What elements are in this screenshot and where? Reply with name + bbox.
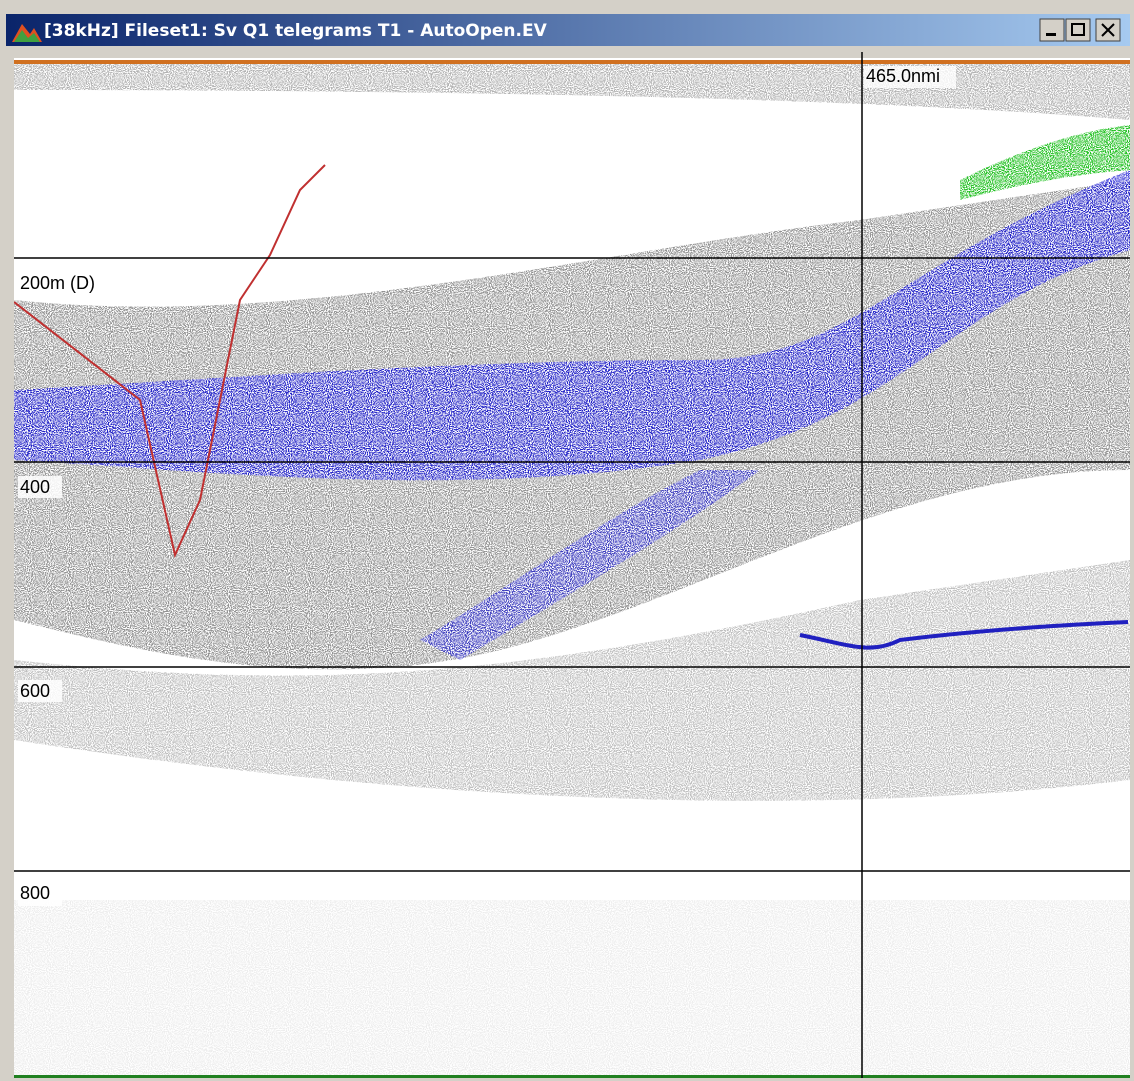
depth-label: 400 xyxy=(20,477,50,497)
distance-label: 465.0nmi xyxy=(866,66,940,86)
surface-line xyxy=(14,60,1130,64)
depth-label: 600 xyxy=(20,681,50,701)
window: [38kHz] Fileset1: Sv Q1 telegrams T1 - A… xyxy=(0,0,1134,1081)
maximize-button[interactable] xyxy=(1066,19,1090,41)
bottom-noise xyxy=(14,900,1130,1078)
window-title: [38kHz] Fileset1: Sv Q1 telegrams T1 - A… xyxy=(44,21,548,41)
depth-label: 800 xyxy=(20,883,50,903)
depth-label: 200m (D) xyxy=(20,273,95,293)
minimize-glyph xyxy=(1046,33,1056,36)
bottom-line xyxy=(14,1075,1130,1078)
minimize-button[interactable] xyxy=(1040,19,1064,41)
page: {"window": {"title": "[38kHz] Fileset1: … xyxy=(0,0,1134,1081)
window-buttons[interactable] xyxy=(1040,19,1120,41)
